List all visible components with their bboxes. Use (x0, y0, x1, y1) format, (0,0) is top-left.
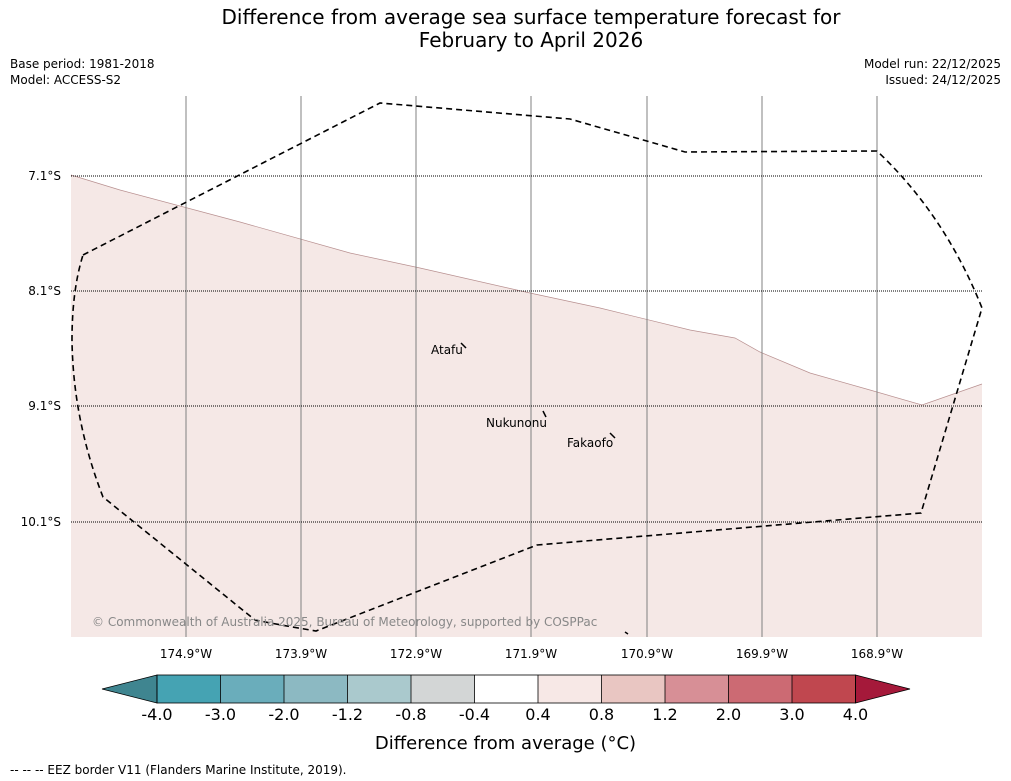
colorbar-segment-3 (284, 675, 348, 703)
issued-date: Issued: 24/12/2025 (885, 73, 1001, 87)
lat-label-9-1: 9.1°S (28, 399, 61, 413)
colorbar-tick: -1.2 (331, 705, 364, 724)
copyright-notice: © Commonwealth of Australia 2025, Bureau… (92, 615, 598, 629)
base-period: Base period: 1981-2018 (10, 57, 155, 71)
colorbar-tick: 2.0 (715, 705, 742, 724)
colorbar-segment-10 (728, 675, 792, 703)
model-name: Model: ACCESS-S2 (10, 73, 122, 87)
atafu-island (460, 342, 467, 349)
colorbar-tick: 3.0 (779, 705, 805, 724)
meta-left: Base period: 1981-2018 Model: ACCESS-S2 (10, 56, 155, 88)
colorbar-label: Difference from average (°C) (374, 733, 637, 754)
colorbar-tick: -2.0 (268, 705, 300, 724)
lon-label-170-9: 170.9°W (620, 647, 674, 661)
lon-label-174-9: 174.9°W (159, 647, 213, 661)
lon-label-171-9: 171.9°W (504, 647, 558, 661)
longitude-gridlines (185, 96, 878, 637)
colorbar (101, 674, 911, 704)
lat-label-8-1: 8.1°S (28, 284, 61, 298)
anomaly-boundary (70, 174, 983, 406)
colorbar-tick: 1.2 (652, 705, 678, 724)
colorbar-tick: -0.8 (395, 705, 427, 724)
lon-label-169-9: 169.9°W (735, 647, 789, 661)
colorbar-segment-5 (411, 675, 475, 703)
fakaofo-island (609, 432, 616, 439)
colorbar-tick: 0.4 (525, 705, 551, 724)
model-run: Model run: 22/12/2025 (863, 57, 1001, 71)
colorbar-segment-4 (347, 675, 411, 703)
map-title: Difference from average sea surface temp… (0, 6, 1011, 52)
colorbar-segment-6 (474, 675, 538, 703)
colorbar-segment-8 (601, 675, 665, 703)
lat-label-10-1: 10.1°S (20, 515, 61, 529)
colorbar-frame (156, 674, 856, 704)
colorbar-segment-2 (220, 675, 284, 703)
colorbar-tick: 4.0 (842, 705, 869, 724)
eez-border (71, 102, 983, 632)
colorbar-extend-low (101, 674, 158, 704)
lon-label-173-9: 173.9°W (274, 647, 328, 661)
colorbar-segment-7 (538, 675, 602, 703)
colorbar-segment-11 (792, 675, 856, 703)
place-label-atafu: Atafu (431, 343, 463, 357)
lat-label-7-1: 7.1°S (28, 169, 61, 183)
place-label-fakaofo: Fakaofo (567, 436, 613, 450)
colorbar-tick: -3.0 (204, 705, 237, 724)
lon-label-168-9: 168.9°W (850, 647, 904, 661)
meta-right: Model run: 22/12/2025 Issued: 24/12/2025 (864, 56, 1001, 88)
colorbar-segment-1 (157, 675, 221, 703)
lon-label-172-9: 172.9°W (389, 647, 443, 661)
colorbar-extend-high (855, 674, 911, 704)
place-label-nukunonu: Nukunonu (486, 416, 547, 430)
anomaly-region (71, 175, 982, 637)
colorbar-tick: -0.4 (458, 705, 491, 724)
colorbar-tick: -4.0 (141, 705, 173, 724)
nukunonu-island (542, 410, 547, 418)
eez-legend-note: -- -- -- EEZ border V11 (Flanders Marine… (10, 763, 347, 777)
swains-islet (624, 631, 629, 635)
colorbar-segment-9 (665, 675, 729, 703)
colorbar-tick: 0.8 (588, 705, 615, 724)
title-line-1: Difference from average sea surface temp… (221, 5, 841, 29)
title-line-2: February to April 2026 (418, 28, 644, 52)
